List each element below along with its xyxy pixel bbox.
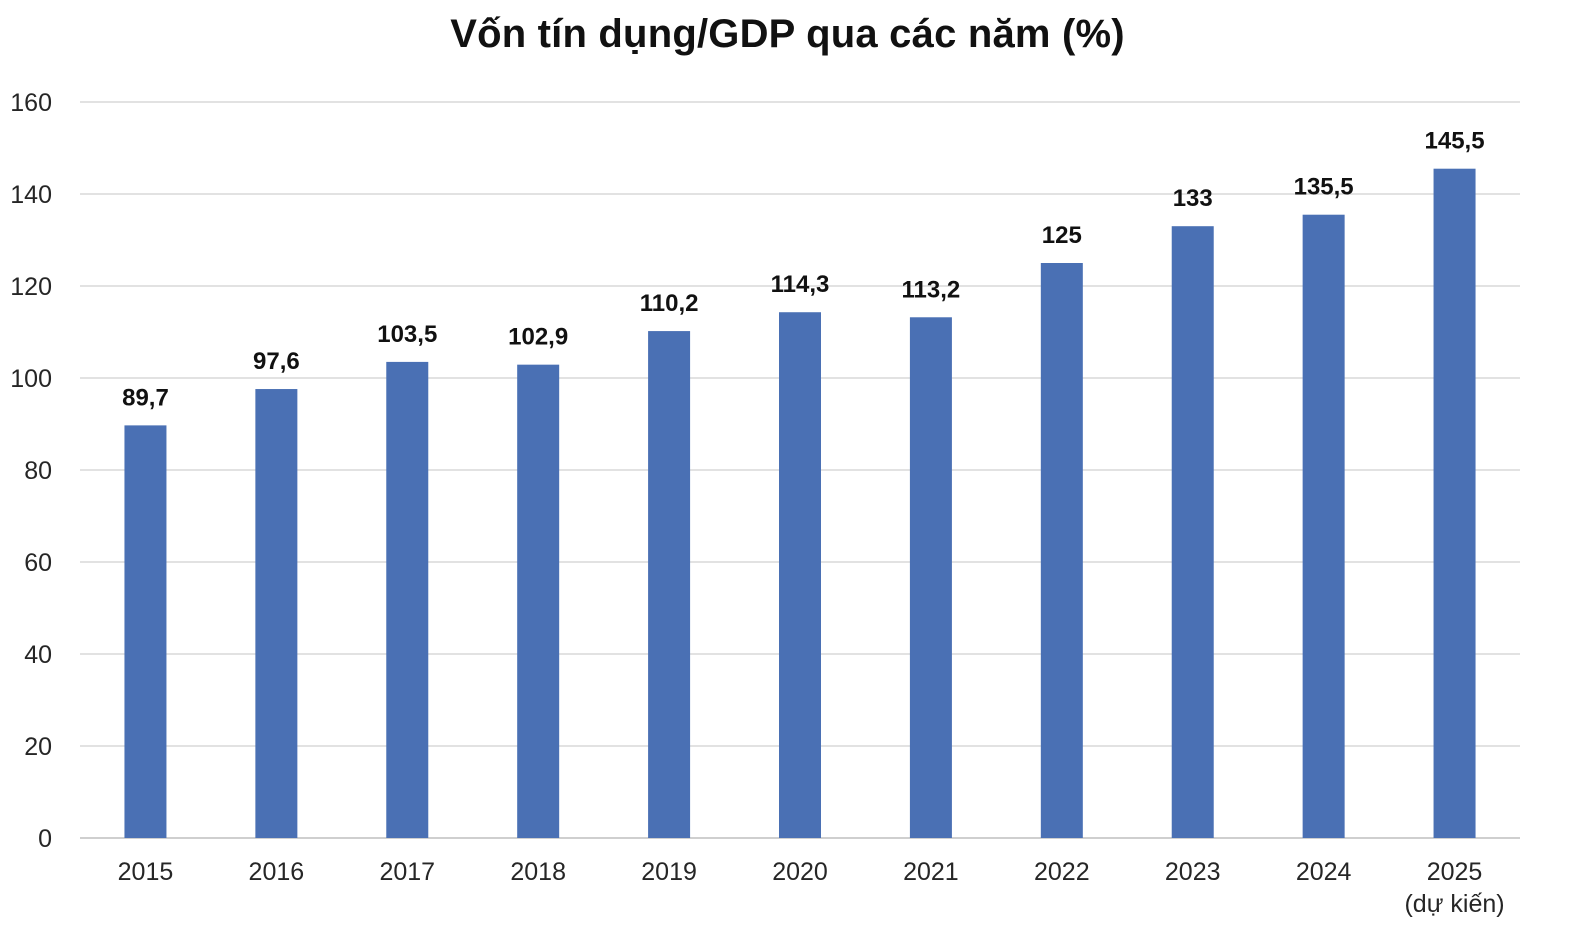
bars — [124, 168, 1476, 839]
x-tick-label: 2025 — [1427, 858, 1483, 886]
x-tick-label: 2016 — [249, 858, 305, 886]
bar — [255, 389, 298, 838]
bar — [1433, 168, 1476, 838]
y-tick-label: 120 — [10, 273, 52, 301]
y-tick-label: 80 — [24, 457, 52, 485]
data-label: 102,9 — [508, 324, 568, 351]
x-axis-ticks: 2015 2016 2017 2018 2019 2020 2021 2022 2023 2024… — [118, 858, 1505, 918]
chart-title: Vốn tín dụng/GDP qua các năm (%) — [450, 12, 1125, 56]
y-tick-label: 140 — [10, 181, 52, 209]
data-label: 110,2 — [640, 290, 699, 317]
data-label: 113,2 — [902, 276, 961, 303]
bar — [648, 331, 691, 838]
data-label: 97,6 — [253, 348, 300, 375]
x-tick-label: (dự kiến) — [1404, 890, 1504, 918]
y-tick-label: 40 — [24, 641, 52, 669]
y-tick-label: 0 — [38, 825, 52, 853]
data-label: 89,7 — [122, 384, 169, 411]
data-label: 125 — [1042, 222, 1082, 249]
x-tick-label: 2019 — [641, 858, 697, 886]
y-tick-label: 60 — [24, 549, 52, 577]
data-labels: 89,7 97,6 103,5 102,9 110,2 114,3 113,2 125 133 1… — [122, 128, 1484, 412]
data-label: 114,3 — [771, 271, 830, 298]
y-tick-label: 20 — [24, 733, 52, 761]
data-label: 145,5 — [1425, 128, 1485, 155]
data-label: 103,5 — [377, 321, 437, 348]
y-tick-label: 100 — [10, 365, 52, 393]
x-tick-label: 2015 — [118, 858, 174, 886]
x-tick-label: 2021 — [903, 858, 959, 886]
y-tick-label: 160 — [10, 89, 52, 117]
bar — [386, 361, 429, 838]
x-tick-label: 2023 — [1165, 858, 1221, 886]
bar — [909, 317, 952, 838]
bar — [1302, 214, 1345, 838]
bar — [517, 364, 560, 838]
bar — [1040, 263, 1083, 838]
data-label: 133 — [1173, 185, 1213, 212]
bar — [779, 312, 821, 839]
y-axis-ticks: 0 20 40 60 80 100 120 140 160 — [10, 89, 52, 853]
x-tick-label: 2024 — [1296, 858, 1352, 886]
x-tick-label: 2018 — [510, 858, 566, 886]
data-label: 135,5 — [1294, 174, 1354, 201]
x-tick-label: 2017 — [379, 858, 435, 886]
x-tick-label: 2020 — [772, 858, 828, 886]
bar — [124, 425, 167, 838]
x-tick-label: 2022 — [1034, 858, 1090, 886]
bar — [1171, 226, 1214, 838]
